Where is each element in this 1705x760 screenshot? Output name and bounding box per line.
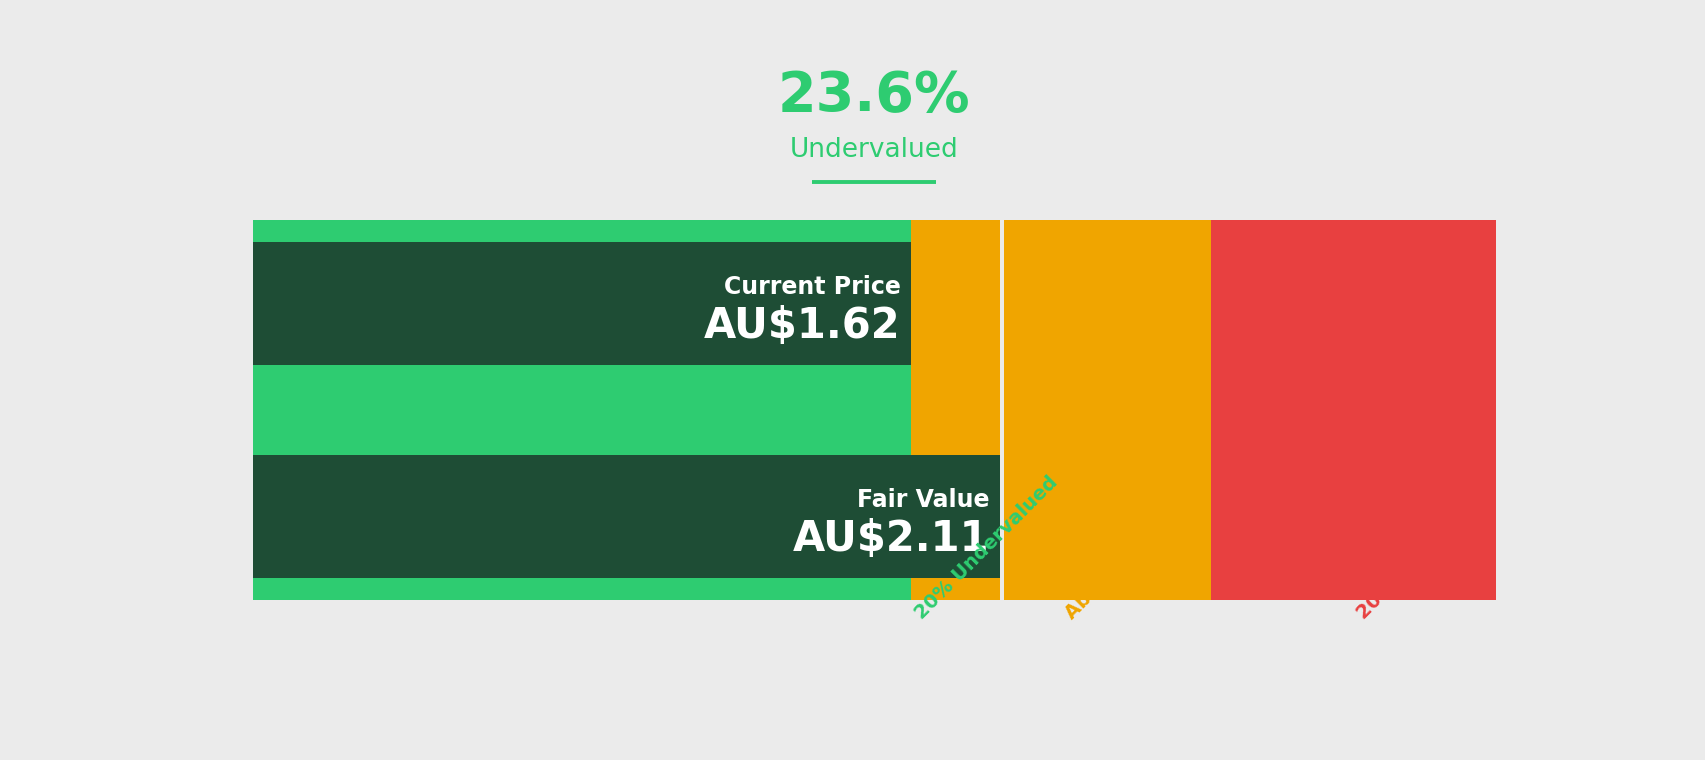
Text: AU$2.11: AU$2.11 bbox=[793, 518, 989, 560]
Text: AU$1.62: AU$1.62 bbox=[704, 305, 900, 347]
Text: About Right: About Right bbox=[1061, 516, 1166, 622]
Bar bbox=[999, 220, 1003, 600]
Text: Current Price: Current Price bbox=[723, 275, 900, 299]
Text: Fair Value: Fair Value bbox=[856, 488, 989, 512]
Bar bbox=[910, 220, 1211, 600]
Bar bbox=[1211, 220, 1495, 600]
Text: 20% Undervalued: 20% Undervalued bbox=[910, 473, 1061, 622]
Bar bbox=[252, 220, 910, 600]
Bar bbox=[252, 242, 910, 365]
Bar bbox=[252, 455, 999, 578]
Text: 23.6%: 23.6% bbox=[777, 69, 970, 123]
Text: Undervalued: Undervalued bbox=[789, 137, 958, 163]
Text: 20% Overvalued: 20% Overvalued bbox=[1352, 483, 1494, 622]
